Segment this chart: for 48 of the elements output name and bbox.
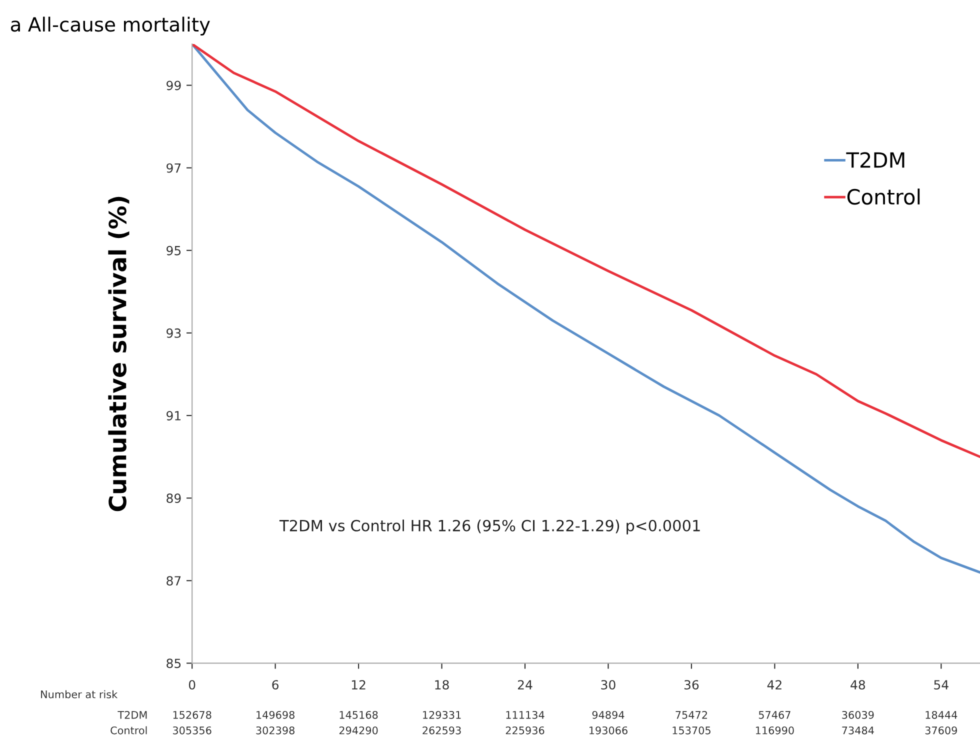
text: 193066: [589, 726, 628, 734]
x-tick-label: 30: [601, 680, 616, 690]
x-tick-label: 42: [767, 680, 782, 690]
y-tick-label: 91: [166, 410, 181, 420]
y-axis-title: Cumulative survival (%): [108, 196, 130, 512]
text: 294290: [339, 726, 378, 734]
text: 116990: [756, 726, 794, 734]
text: 305356: [172, 726, 212, 734]
y-tick-label: 99: [166, 80, 181, 90]
x-tick-label: 0: [188, 680, 196, 690]
text: 73484: [842, 726, 874, 734]
text: 75472: [676, 710, 707, 719]
text: T2DM: [118, 710, 147, 719]
line-series: [192, 44, 980, 458]
y-tick-label: 97: [166, 163, 181, 173]
y-tick-label: 93: [166, 328, 181, 338]
x-tick-label: 12: [352, 680, 366, 690]
text: 153705: [672, 726, 710, 734]
x-tick-label: 6: [272, 680, 278, 690]
x-tick-label: 18: [435, 680, 449, 690]
y-tick-label: 89: [166, 494, 181, 504]
legend-label: Control: [847, 188, 920, 205]
text: 225936: [506, 726, 544, 734]
line-series: [192, 44, 980, 574]
text: 302398: [256, 726, 294, 734]
y-tick-label: 87: [166, 576, 181, 586]
x-tick-label: 36: [684, 680, 699, 690]
y-tick-label: 85: [166, 658, 181, 668]
text: 111134: [506, 710, 544, 719]
text: 129331: [423, 710, 461, 719]
chart-title: a All-cause mortality: [10, 16, 210, 36]
text: 94894: [592, 710, 624, 719]
text: 145168: [340, 710, 378, 719]
text: 262593: [422, 726, 461, 734]
text: Control: [110, 726, 147, 734]
x-tick-label: 24: [518, 680, 532, 690]
text: 152678: [173, 710, 212, 719]
y-tick-label: 95: [166, 246, 181, 256]
text: 36039: [842, 710, 874, 719]
text: Number at risk: [41, 690, 118, 698]
text: 37609: [925, 726, 957, 734]
x-tick-label: 54: [934, 680, 948, 690]
text: 149698: [256, 710, 294, 719]
x-tick-label: 48: [850, 680, 866, 690]
annotation: T2DM vs Control HR 1.26 (95% CI 1.22-1.29) p<0.0001: [279, 520, 700, 534]
text: 57467: [758, 710, 790, 719]
text: 18444: [926, 710, 958, 719]
legend-label: T2DM: [846, 152, 904, 168]
